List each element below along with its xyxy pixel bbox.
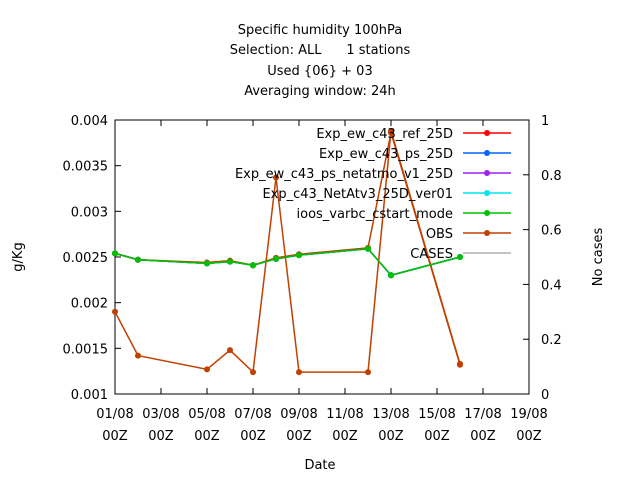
data-point-cases [388,127,394,134]
y-tick-label: 0.0015 [63,342,109,357]
data-point-cases [457,360,463,367]
y2-tick-label: 0.4 [541,278,562,293]
title-line-2: Selection: ALL 1 stations [230,43,411,58]
data-point-cases [365,369,371,376]
y-tick-label: 0.004 [71,114,108,129]
y2-tick-label: 0.8 [541,169,562,184]
data-point-ioos-varbc-cstart-mode [296,252,302,259]
data-point-ioos-varbc-cstart-mode [135,256,141,263]
x-tick-label-hour: 00Z [516,429,542,444]
x-tick-label-hour: 00Z [240,429,266,444]
legend-label: Exp_c43_NetAtv3_25D_ver01 [262,187,453,202]
x-tick-label-hour: 00Z [148,429,174,444]
x-tick-label-hour: 00Z [332,429,358,444]
x-tick-label-date: 15/08 [418,407,455,422]
x-tick-label-date: 03/08 [142,407,179,422]
legend-marker [484,130,490,136]
series-line-ioos-varbc-cstart-mode [114,247,461,277]
y-tick-label: 0.0035 [63,160,109,175]
data-point-ioos-varbc-cstart-mode [365,245,371,252]
data-point-cases [112,308,118,315]
chart-title: Specific humidity 100hPa Selection: ALL … [230,23,411,99]
y-tick-label: 0.002 [71,297,108,312]
legend-marker [484,210,490,216]
data-point-cases [296,369,302,376]
data-point-ioos-varbc-cstart-mode [388,272,394,279]
legend-label: Exp_ew_c43_ps_25D [319,147,453,162]
data-point-ioos-varbc-cstart-mode [457,254,463,260]
title-line-1: Specific humidity 100hPa [238,23,403,38]
data-point-ioos-varbc-cstart-mode [250,262,256,269]
x-axis-label: Date [304,458,335,473]
data-point-cases [204,366,210,373]
legend-marker [484,150,490,156]
x-tick-label-hour: 00Z [378,429,404,444]
x-tick-label-hour: 00Z [194,429,220,444]
legend-label: Exp_ew_c43_ps_netatmo_v1_25D [235,167,453,182]
y2-tick-label: 1 [541,114,549,129]
legend: Exp_ew_c43_ref_25D Exp_ew_c43_ps_25D Exp_e… [235,127,511,262]
y-tick-label: 0.003 [71,205,108,220]
y-tick-label: 0.001 [71,388,108,403]
x-tick-label-hour: 00Z [424,429,450,444]
x-tick-label-hour: 00Z [286,429,312,444]
data-point-ioos-varbc-cstart-mode [204,260,210,267]
y2-tick-label: 0.6 [541,224,562,239]
x-tick-label-date: 13/08 [372,407,409,422]
y-tick-label: 0.0025 [63,251,109,266]
x-tick-label-date: 17/08 [464,407,501,422]
x-tick-label-date: 01/08 [96,407,133,422]
legend-label: CASES [410,247,453,262]
y2-tick-label: 0 [541,388,549,403]
data-point-ioos-varbc-cstart-mode [273,255,279,262]
legend-label: Exp_ew_c43_ref_25D [316,127,453,142]
data-point-cases [250,369,256,376]
x-tick-label-date: 07/08 [234,407,271,422]
x-tick-label-hour: 00Z [102,429,128,444]
series-line-cases [114,130,461,374]
title-line-4: Averaging window: 24h [244,84,396,99]
x-tick-label-date: 19/08 [510,407,547,422]
y2-axis-label: No cases [591,228,606,287]
y2-tick-label: 0.2 [541,333,562,348]
legend-label: OBS [426,227,453,242]
data-point-cases [227,347,233,354]
title-line-3: Used {06} + 03 [267,64,372,79]
axis-ticks: 0.0010.00150.0020.00250.0030.00350.00400… [63,114,562,444]
legend-marker [484,230,490,236]
data-series [112,127,463,376]
x-tick-label-date: 11/08 [326,407,363,422]
data-point-cases [273,174,279,181]
data-point-cases [135,352,141,359]
legend-marker [484,190,490,196]
x-tick-label-hour: 00Z [470,429,496,444]
x-tick-label-date: 09/08 [280,407,317,422]
x-tick-label-date: 05/08 [188,407,225,422]
legend-marker [484,170,490,176]
y-axis-label: g/Kg [11,242,26,271]
legend-label: ioos_varbc_cstart_mode [297,207,454,222]
data-point-ioos-varbc-cstart-mode [112,250,118,257]
data-point-ioos-varbc-cstart-mode [227,258,233,265]
